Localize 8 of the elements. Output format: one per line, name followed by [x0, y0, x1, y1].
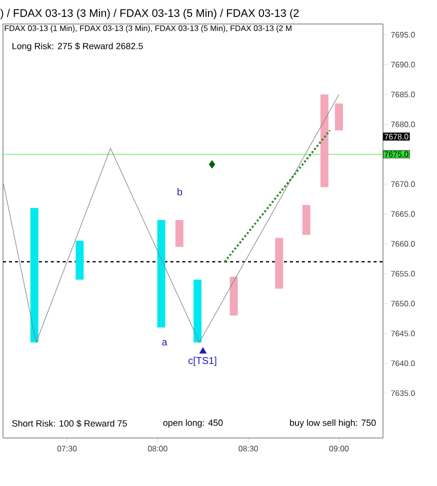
chart-title: ) / FDAX 03-13 (3 Min) / FDAX 03-13 (5 Min) / FDAX 03-13 (2	[0, 8, 299, 20]
annotation: buy low sell high: 750	[290, 419, 376, 428]
annotation: b	[178, 188, 182, 196]
annotation: open long: 450	[163, 419, 223, 428]
annotation: a	[162, 340, 168, 346]
annotation: c[TS1]	[188, 356, 216, 366]
annotation: Long Risk: 275 $ Reward 2682.5	[12, 42, 143, 52]
annotation: Short Risk: 100 $ Reward 75	[12, 420, 127, 428]
